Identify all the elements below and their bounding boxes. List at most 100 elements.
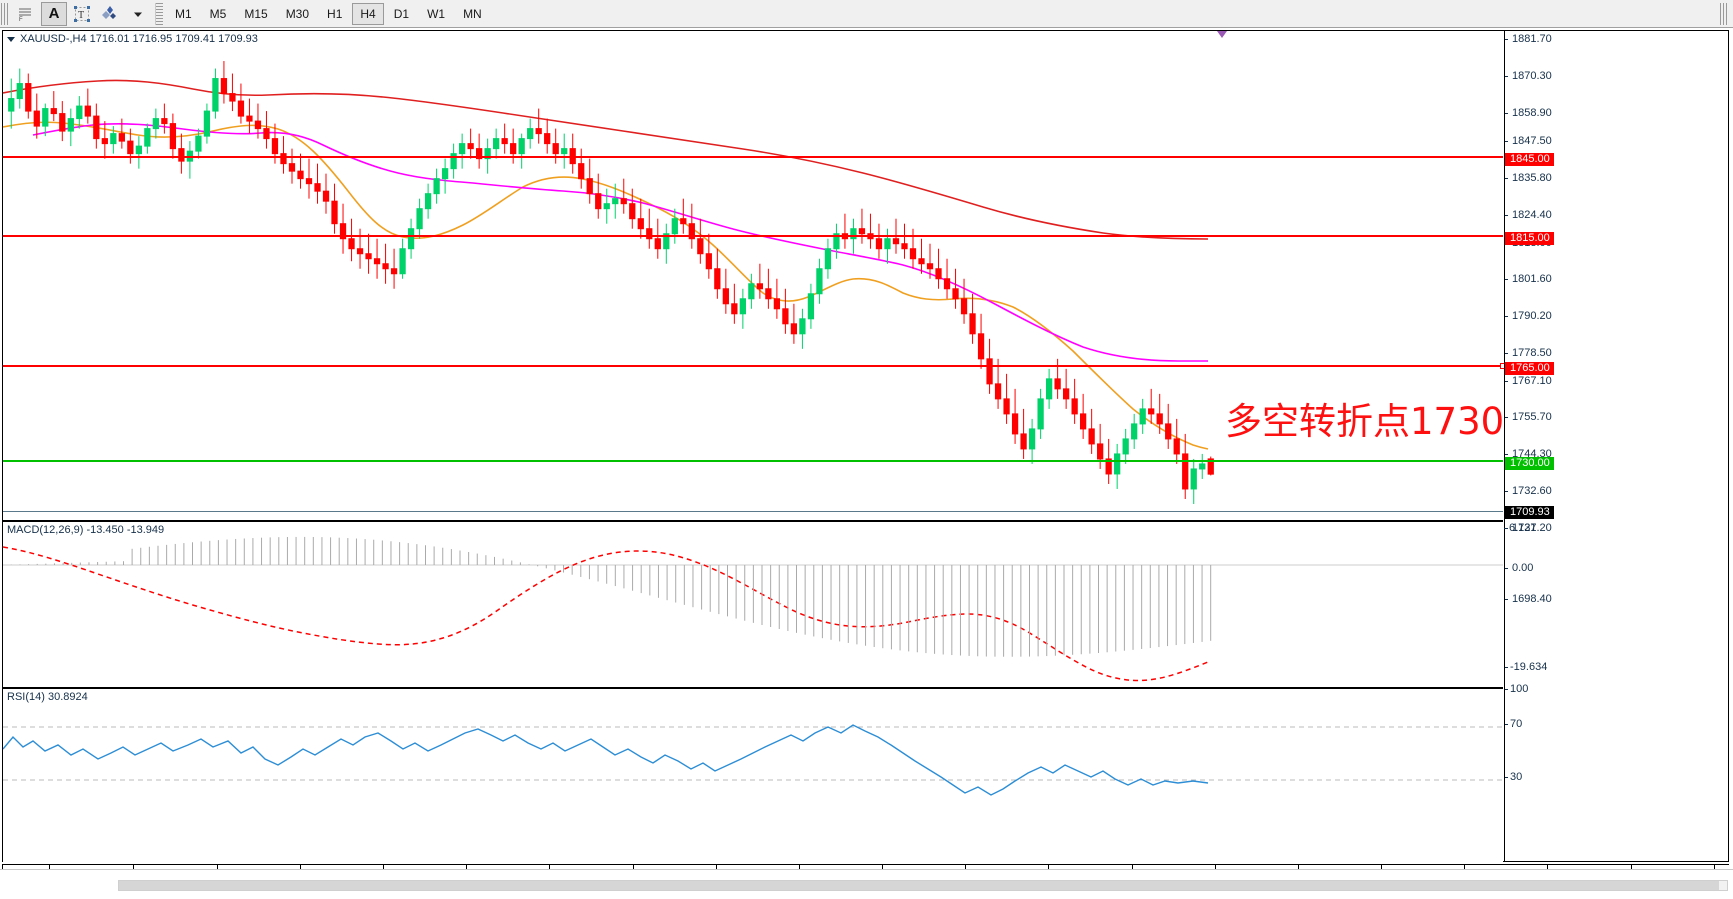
candle-body [790, 323, 798, 335]
timeframe-h4[interactable]: H4 [352, 2, 384, 25]
candle-body [1080, 413, 1087, 430]
candle-body [578, 163, 585, 180]
candle-body [169, 123, 177, 150]
candle-body [833, 233, 840, 250]
time-tick [1630, 865, 1632, 871]
chart-menu-caret-icon[interactable] [7, 36, 15, 42]
candle-body [458, 143, 466, 155]
candle-body [731, 303, 738, 315]
candle-body [1122, 438, 1129, 455]
candle-body [688, 223, 695, 240]
candle-body [8, 98, 15, 112]
main-toolbar: F A T M1 M5 M15 M30 H1 H4 D1 W1 MN [0, 0, 1733, 28]
candle-body [586, 178, 593, 195]
candle-body [416, 208, 423, 230]
macd-pane[interactable]: MACD(12,26,9) -13.450 -13.949 [3, 521, 1503, 686]
timeframe-m15[interactable]: M15 [244, 6, 268, 21]
candle-body [816, 268, 823, 295]
indicators-dropdown-caret-icon[interactable] [125, 2, 151, 26]
symbol-quote-bar[interactable]: XAUUSD-,H4 1716.01 1716.95 1709.41 1709.… [3, 31, 1503, 47]
candle-body [612, 198, 619, 205]
candle-body [229, 93, 236, 102]
candle-body [476, 148, 483, 160]
timeframe-m30[interactable]: M30 [285, 6, 310, 21]
candle-body [297, 170, 304, 180]
horizontal-scrollbar-track[interactable] [118, 880, 1728, 891]
candle-body [756, 283, 764, 290]
chart-type-icon[interactable]: F [13, 2, 39, 26]
candle-body [305, 178, 313, 185]
timeframe-mn[interactable]: MN [463, 6, 482, 21]
timeframe-d1[interactable]: D1 [393, 6, 410, 21]
candle-body [135, 145, 142, 155]
toolbar-end-grip[interactable] [1720, 2, 1729, 25]
candle-body [739, 298, 746, 315]
candle-body [909, 248, 917, 260]
horizontal-scrollbar-thumb[interactable] [119, 881, 1719, 890]
price-tick: 1732.60 [1505, 486, 1552, 497]
text-object-icon[interactable]: T [69, 2, 95, 26]
candle-body [1156, 413, 1163, 425]
candle-body [1011, 413, 1019, 435]
price-tick: 1847.50 [1505, 136, 1552, 147]
price-pane[interactable] [3, 31, 1503, 519]
support-line-1730[interactable] [3, 460, 1503, 462]
candle-body [484, 148, 491, 160]
chart-frame[interactable]: XAUUSD-,H4 1716.01 1716.95 1709.41 1709.… [2, 30, 1729, 862]
candle-body [339, 223, 347, 240]
candle-body [424, 193, 432, 210]
level-tag-1845[interactable]: 1845.00 [1505, 153, 1554, 166]
candle-body [322, 190, 330, 202]
indicators-icon[interactable] [97, 2, 123, 26]
price-tick: 1858.90 [1505, 108, 1552, 119]
timeframe-h1[interactable]: H1 [327, 6, 343, 21]
candle-body [969, 313, 976, 335]
time-tick [1381, 865, 1382, 871]
candle-body [705, 253, 712, 270]
candle-body [994, 383, 1002, 400]
level-tag-1730[interactable]: 1730.00 [1505, 457, 1554, 470]
candle-body [1045, 378, 1053, 400]
toolbar-grip-handle[interactable] [1, 2, 10, 25]
candle-body [59, 113, 66, 132]
candlestick-series [8, 61, 1214, 504]
resistance-line-1765[interactable] [3, 363, 1506, 369]
timeframe-w1[interactable]: W1 [427, 6, 446, 21]
timeframe-m1[interactable]: M1 [175, 6, 192, 21]
level-tag-1815[interactable]: 1815.00 [1505, 232, 1554, 245]
macd-tick: 6.137 [1504, 523, 1537, 534]
rsi-tick: 100 [1505, 684, 1528, 695]
rsi-panel-label: RSI(14) 30.8924 [7, 691, 88, 703]
time-tick [1048, 865, 1050, 871]
candle-body [884, 238, 891, 250]
timeframe-m5[interactable]: M5 [209, 6, 227, 21]
candle-body [331, 200, 338, 225]
candle-body [382, 263, 389, 270]
resistance-line-1845[interactable] [3, 156, 1503, 158]
candle-body [510, 143, 517, 155]
candle-body [935, 268, 942, 280]
price-macd-divider[interactable] [3, 520, 1503, 521]
price-scale-axis[interactable]: 1881.70 1870.30 1858.90 1847.50 1835.80 … [1504, 31, 1728, 861]
level-tag-1765[interactable]: 1765.00 [1505, 362, 1554, 375]
rsi-pane[interactable]: RSI(14) 30.8924 [3, 688, 1503, 862]
candle-body [807, 293, 815, 320]
chart-annotation-text[interactable]: 多空转折点1730 [1225, 400, 1505, 443]
candle-body [671, 218, 678, 235]
candle-body [450, 153, 457, 170]
candle-body [152, 118, 160, 130]
price-tick: 1790.20 [1505, 311, 1552, 322]
resistance-line-1815[interactable] [3, 235, 1503, 237]
macd-rsi-divider[interactable] [3, 687, 1503, 688]
price-tick: 1778.50 [1505, 348, 1552, 359]
candle-body [603, 203, 610, 210]
candle-body [1165, 423, 1172, 440]
candle-body [1054, 378, 1061, 390]
candle-body [1097, 443, 1104, 460]
candle-body [263, 128, 270, 140]
font-button[interactable]: A [41, 1, 67, 26]
candle-body [501, 138, 508, 145]
toolbar-empty-space [491, 0, 1720, 27]
current-price-tag: 1709.93 [1505, 506, 1554, 519]
candle-body [1131, 423, 1138, 440]
